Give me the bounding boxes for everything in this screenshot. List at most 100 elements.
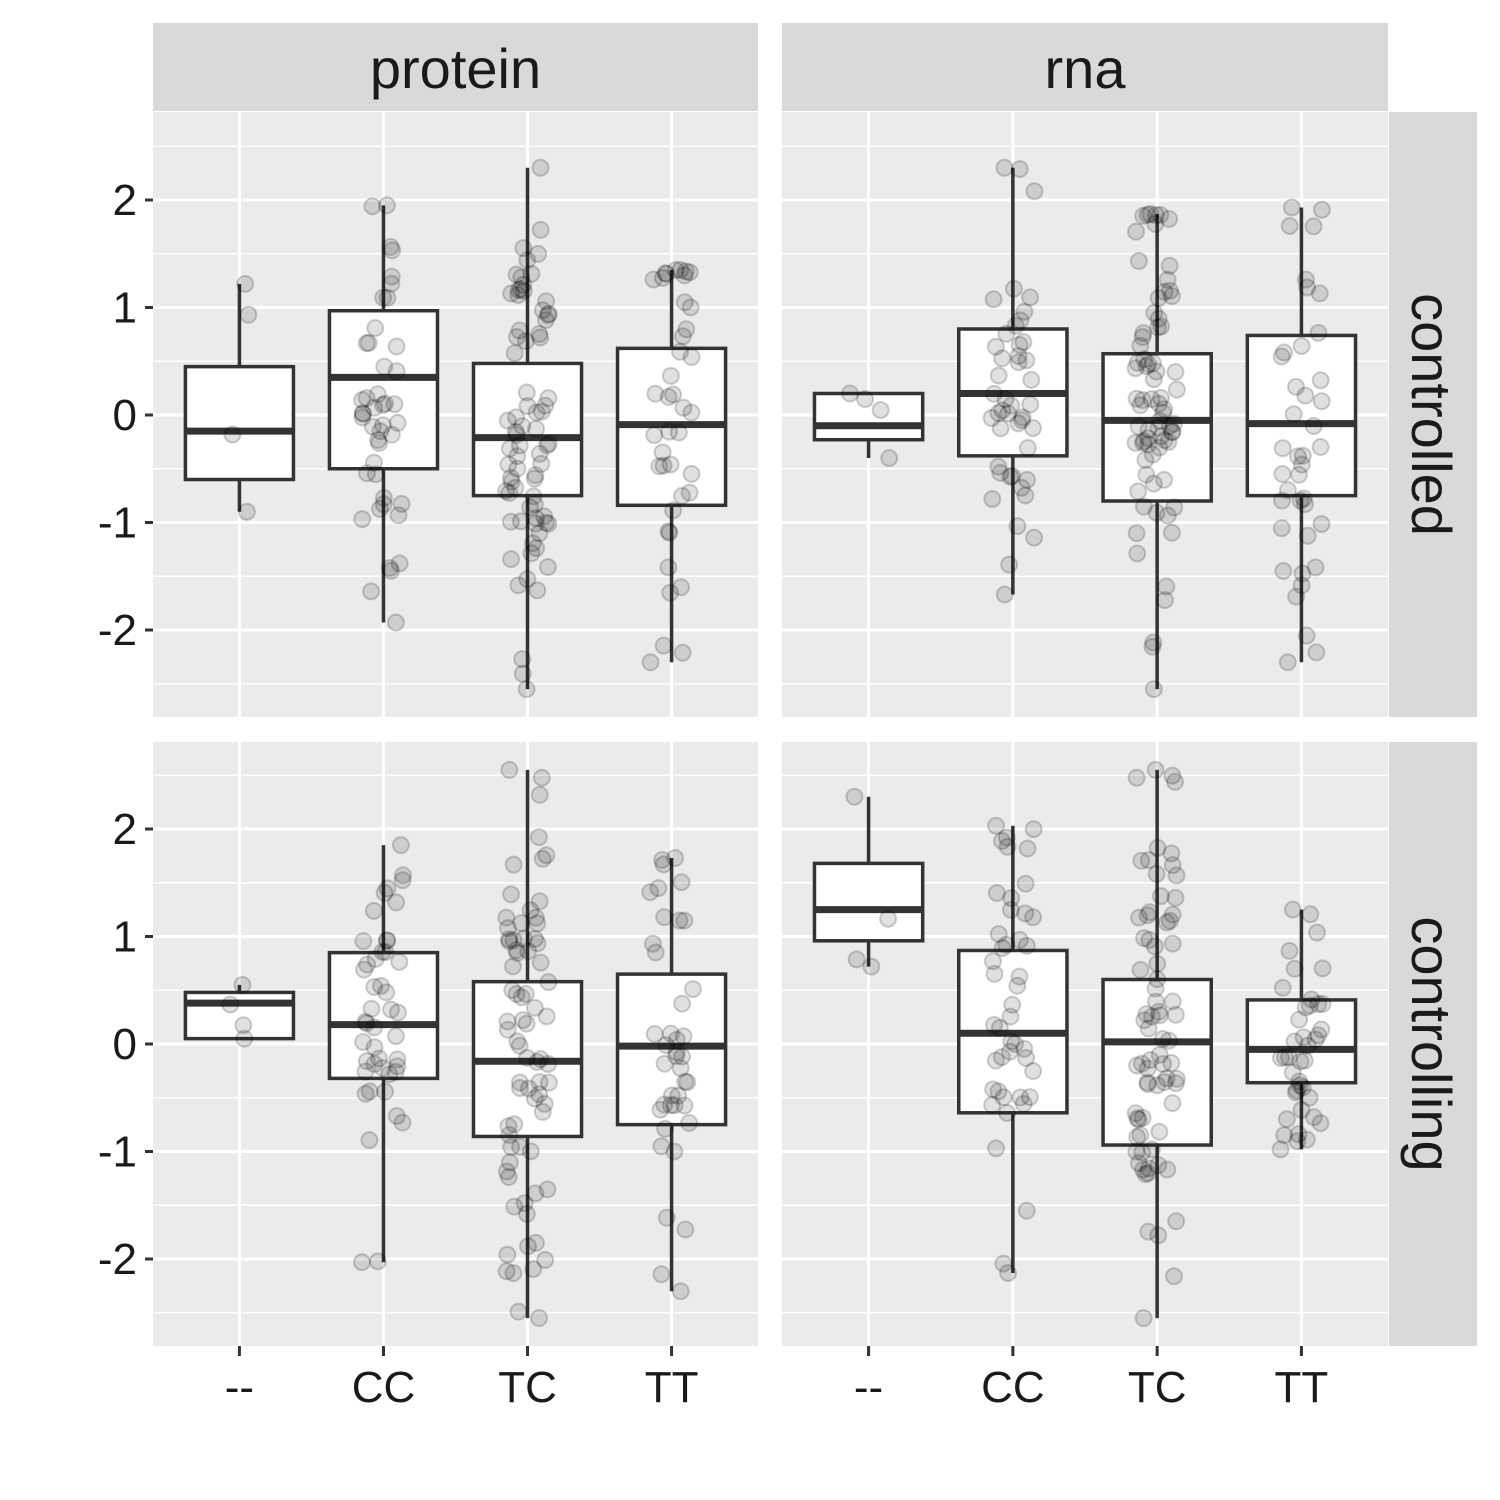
- data-point: [1292, 1100, 1311, 1119]
- box-body: [1245, 998, 1358, 1085]
- box-body: [812, 391, 925, 442]
- data-point: [1139, 1019, 1158, 1038]
- data-point: [1149, 1002, 1168, 1021]
- data-point: [234, 1016, 253, 1035]
- data-point: [377, 983, 396, 1002]
- data-point: [501, 468, 520, 487]
- data-point: [529, 828, 548, 847]
- data-point: [1017, 351, 1036, 370]
- data-point: [669, 1086, 688, 1105]
- data-point: [1134, 1160, 1153, 1179]
- data-point: [1015, 302, 1034, 321]
- data-point: [1294, 489, 1313, 508]
- data-point: [527, 419, 546, 438]
- data-point: [1129, 417, 1148, 436]
- data-point: [360, 1131, 379, 1150]
- data-point: [1127, 524, 1146, 543]
- data-point: [393, 1113, 412, 1132]
- data-point: [1139, 1222, 1158, 1241]
- data-point: [677, 320, 696, 339]
- data-point: [359, 333, 378, 352]
- data-point: [1146, 992, 1165, 1011]
- data-point: [1295, 495, 1314, 514]
- data-point: [654, 855, 673, 874]
- data-point: [1142, 390, 1161, 409]
- data-point: [1136, 1165, 1155, 1184]
- data-point: [1133, 433, 1152, 452]
- data-point: [353, 510, 372, 529]
- data-point: [373, 1059, 392, 1078]
- data-point: [989, 1082, 1008, 1101]
- data-point: [1298, 1036, 1317, 1055]
- data-point: [1138, 1073, 1157, 1092]
- data-point: [682, 348, 701, 367]
- box-body: [1101, 351, 1214, 503]
- data-point: [500, 760, 519, 779]
- box-body: [327, 950, 440, 1081]
- data-point: [527, 509, 546, 528]
- data-point: [511, 280, 530, 299]
- data-point: [506, 422, 525, 441]
- data-point: [1139, 1159, 1158, 1178]
- data-point: [382, 1000, 401, 1019]
- data-point: [502, 885, 521, 904]
- data-point: [1143, 637, 1162, 656]
- data-point: [516, 332, 535, 351]
- data-point: [1141, 204, 1160, 223]
- data-point: [532, 768, 551, 787]
- data-point: [358, 955, 377, 974]
- data-point: [539, 304, 558, 323]
- data-point: [357, 389, 376, 408]
- data-point: [539, 305, 558, 324]
- box-body: [1101, 977, 1214, 1147]
- data-point: [533, 849, 552, 868]
- data-point: [645, 426, 664, 445]
- data-point: [1150, 438, 1169, 457]
- data-point: [511, 512, 530, 531]
- data-point: [661, 1024, 680, 1043]
- data-point: [1014, 333, 1033, 352]
- data-point: [519, 1237, 538, 1256]
- data-point: [1131, 1126, 1150, 1145]
- data-point: [1151, 205, 1170, 224]
- data-point: [1306, 1030, 1325, 1049]
- data-point: [998, 1103, 1017, 1122]
- data-point: [1139, 435, 1158, 454]
- data-point: [840, 384, 859, 403]
- data-point: [1151, 388, 1170, 407]
- data-point: [1013, 408, 1032, 427]
- data-point: [674, 1027, 693, 1046]
- data-point: [644, 270, 663, 289]
- data-point: [1000, 1042, 1019, 1061]
- data-point: [504, 931, 523, 950]
- box-CC: [327, 196, 440, 632]
- data-point: [519, 942, 538, 961]
- data-point: [387, 1106, 406, 1125]
- data-point: [369, 431, 388, 450]
- data-point: [661, 366, 680, 385]
- data-point: [1010, 160, 1029, 179]
- data-point: [355, 960, 374, 979]
- data-point: [1292, 576, 1311, 595]
- data-point: [530, 444, 549, 463]
- data-point: [652, 1137, 671, 1156]
- x-tick-label: TT: [1275, 1363, 1329, 1412]
- data-point: [657, 1036, 676, 1055]
- data-point: [1128, 1128, 1147, 1147]
- data-point: [1127, 222, 1146, 241]
- data-point: [539, 434, 558, 453]
- box-TC: [1101, 760, 1214, 1328]
- x-tick-label: TC: [498, 1363, 557, 1412]
- data-point: [1139, 851, 1158, 870]
- data-point: [1000, 555, 1019, 574]
- data-point: [378, 879, 397, 898]
- data-point: [656, 264, 675, 283]
- data-point: [1298, 278, 1317, 297]
- data-point: [997, 828, 1016, 847]
- data-point: [526, 908, 545, 927]
- data-point: [505, 1115, 524, 1134]
- data-point: [682, 464, 701, 483]
- data-point: [365, 1055, 384, 1074]
- data-point: [667, 1030, 686, 1049]
- data-point: [530, 524, 549, 543]
